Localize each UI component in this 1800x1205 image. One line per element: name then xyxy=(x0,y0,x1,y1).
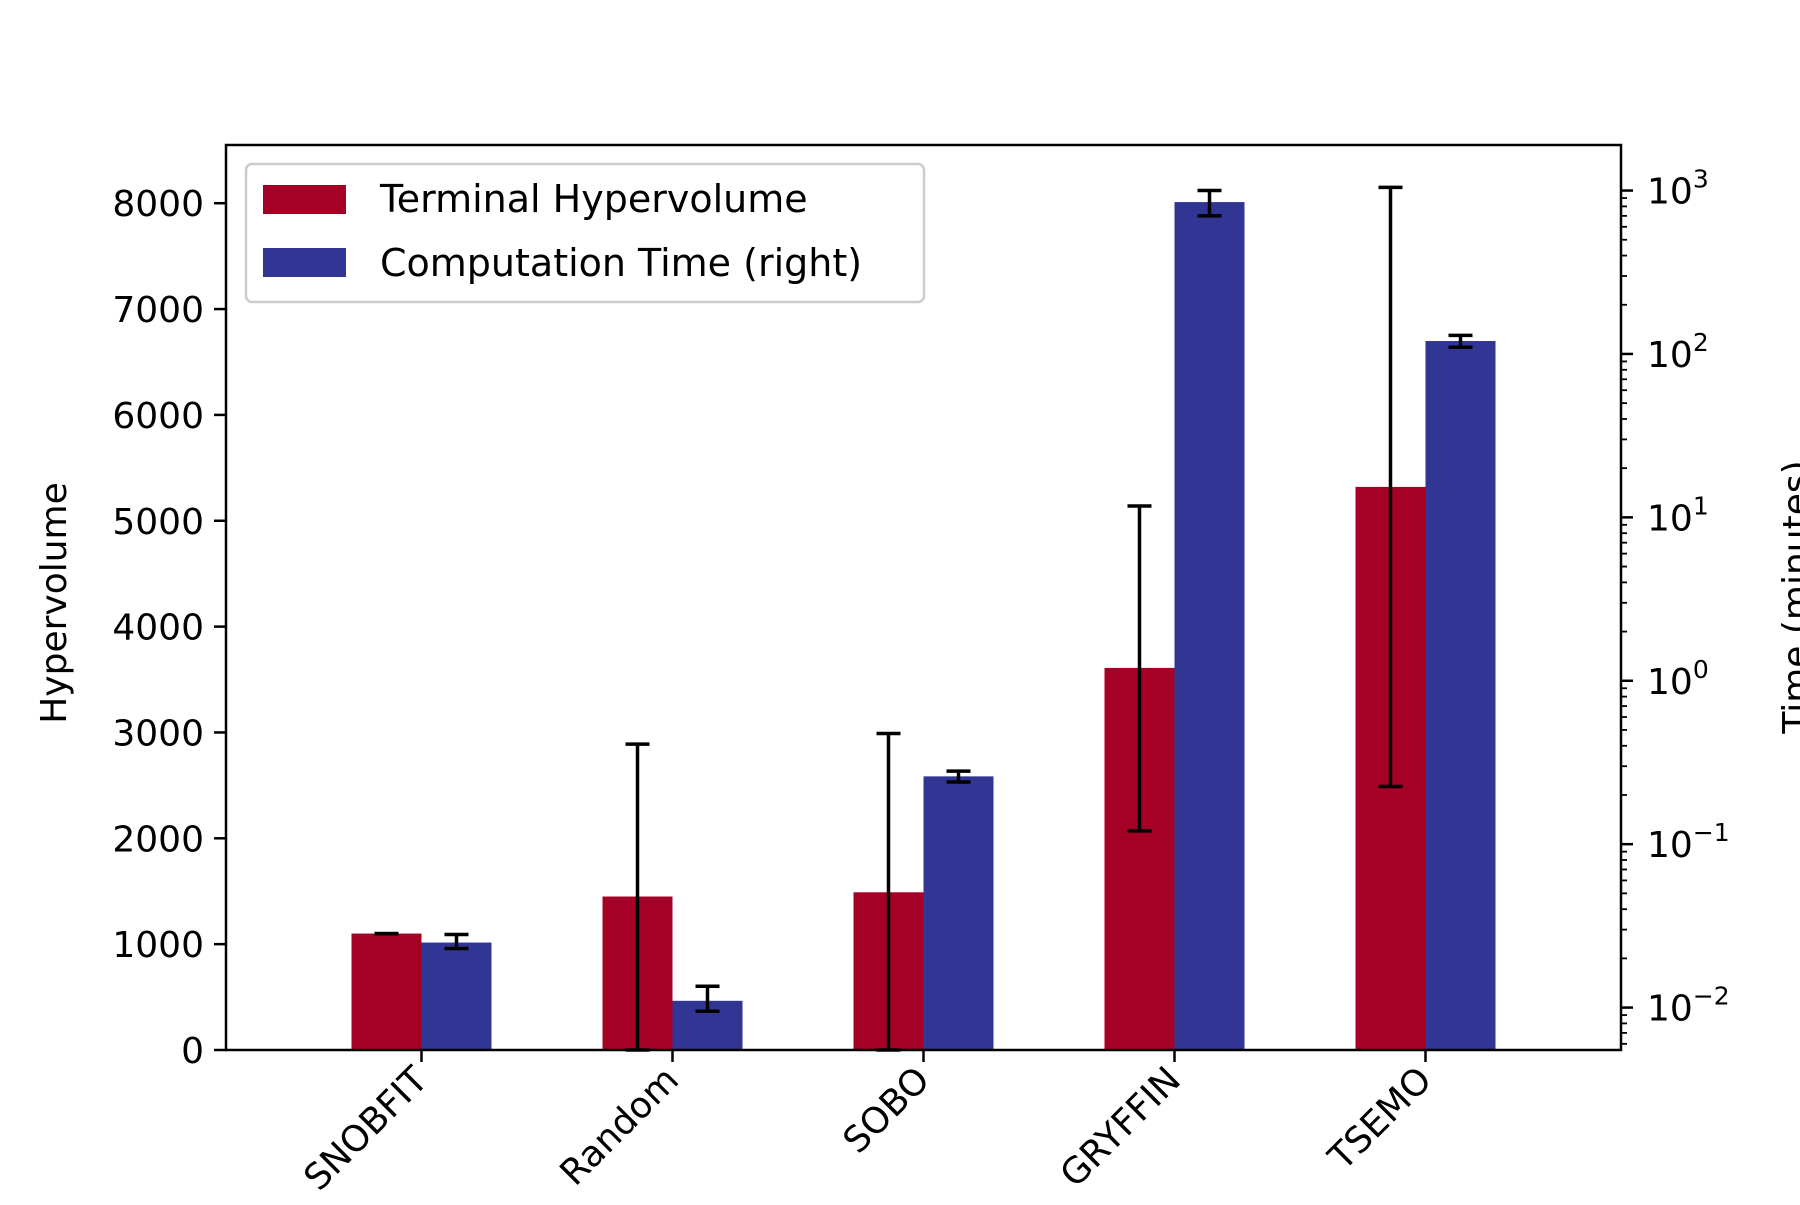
legend-label-computation-time: Computation Time (right) xyxy=(380,241,862,285)
y-tick-label-8000: 8000 xyxy=(112,184,204,225)
y-tick-label-3000: 3000 xyxy=(112,713,204,754)
x-tick-label-sobo: SOBO xyxy=(836,1059,938,1161)
left-y-axis: 0 1000 2000 3000 4000 5000 6000 7000 8000 xyxy=(112,184,226,1072)
y-tick-label-7000: 7000 xyxy=(112,290,204,331)
x-tick-label-random: Random xyxy=(552,1059,686,1193)
bars-layer xyxy=(351,202,1496,1050)
legend-label-terminal-hypervolume: Terminal Hypervolume xyxy=(379,177,808,221)
bar-sobo-computation-time-right xyxy=(923,776,994,1050)
y-axis-title-left: Hypervolume xyxy=(34,482,75,724)
y-tick-label-2000: 2000 xyxy=(112,819,204,860)
y2-tick-label-1: 10−1 xyxy=(1647,818,1730,866)
y-tick-label-5000: 5000 xyxy=(112,502,204,543)
bar-tsemo-computation-time-right xyxy=(1425,341,1496,1050)
y2-tick-label-0: 10−2 xyxy=(1647,982,1730,1030)
legend-swatch-terminal-hypervolume xyxy=(263,185,346,214)
y2-tick-label-4: 102 xyxy=(1647,328,1709,376)
bar-gryffin-computation-time-right xyxy=(1174,202,1245,1050)
y-tick-label-1000: 1000 xyxy=(112,925,204,966)
x-axis: SNOBFIT Random SOBO GRYFFIN TSEMO xyxy=(296,1050,1440,1199)
y2-tick-label-2: 100 xyxy=(1647,655,1709,703)
y2-tick-label-5: 103 xyxy=(1647,165,1709,213)
legend-frame xyxy=(244,162,926,304)
y-tick-label-0: 0 xyxy=(181,1031,204,1072)
x-tick-label-tsemo: TSEMO xyxy=(1320,1059,1439,1178)
y-tick-label-6000: 6000 xyxy=(112,396,204,437)
x-tick-label-snobfit: SNOBFIT xyxy=(296,1059,436,1199)
legend: Terminal Hypervolume Computation Time (r… xyxy=(244,162,926,304)
y2-tick-label-3: 101 xyxy=(1647,491,1709,539)
y2-minor-ticks xyxy=(1621,197,1627,1045)
y-tick-label-4000: 4000 xyxy=(112,608,204,649)
x-tick-label-gryffin: GRYFFIN xyxy=(1053,1059,1189,1195)
bar-snobfit-terminal-hypervolume xyxy=(351,933,422,1050)
y-axis-title-right: Time (minutes) xyxy=(1776,460,1800,734)
legend-swatch-computation-time xyxy=(263,248,346,277)
error-bars-layer xyxy=(374,185,1473,1052)
right-y-axis: 10−2 10−1 100 101 102 103 xyxy=(1621,165,1730,1045)
bar-snobfit-computation-time-right xyxy=(421,942,492,1050)
